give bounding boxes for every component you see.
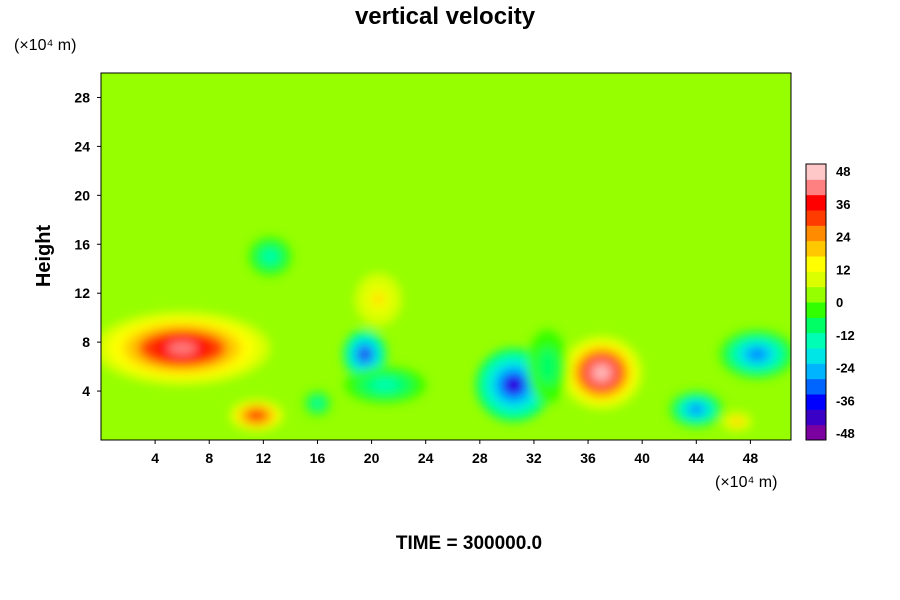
feature-11-level-5 [315, 401, 320, 406]
x-tick-label: 36 [580, 450, 596, 466]
chart-title: vertical velocity [355, 3, 536, 30]
colorbar-segment [806, 302, 826, 318]
colorbar-label: 24 [836, 230, 851, 245]
colorbar: 48 36 24 12 0 -12 -24 -36 -48 [805, 163, 856, 441]
x-tick-label: 8 [205, 450, 213, 466]
field-feature-11 [303, 391, 331, 416]
field-feature-0 [101, 311, 271, 385]
plot-frame [100, 72, 792, 441]
colorbar-segment [806, 409, 826, 426]
feature-10-level-5 [266, 253, 274, 260]
field-feature-12 [527, 329, 568, 404]
x-tick-label: 40 [634, 450, 650, 466]
velocity-field [101, 236, 791, 433]
colorbar-segment [806, 424, 826, 441]
x-tick-label: 28 [472, 450, 488, 466]
x-tick-label: 48 [743, 450, 759, 466]
colorbar-segment [806, 194, 826, 211]
y-tick-label: 8 [82, 334, 90, 350]
colorbar-segment [806, 179, 826, 196]
colorbar-frame [805, 163, 827, 441]
y-tick-label: 20 [74, 187, 90, 203]
x-tick-label: 16 [310, 450, 326, 466]
feature-4-level-5 [507, 378, 520, 392]
feature-12-level-5 [544, 360, 551, 373]
colorbar-segment [806, 378, 826, 395]
y-tick-label: 16 [74, 236, 90, 252]
colorbar-segment [806, 317, 826, 334]
feature-2-level-5 [361, 350, 369, 359]
field-feature-8 [719, 410, 755, 433]
x-tick-label: 24 [418, 450, 434, 466]
feature-7-level-5 [750, 350, 764, 359]
colorbar-label: 48 [836, 164, 850, 179]
colorbar-segment [806, 286, 826, 303]
y-tick-label: 12 [74, 285, 90, 301]
feature-8-level-5 [733, 419, 740, 424]
y-ticks: 4 8 12 16 20 24 28 [74, 89, 101, 399]
field-feature-3 [344, 366, 426, 404]
field-feature-6 [669, 391, 724, 428]
field-feature-10 [248, 236, 292, 277]
colorbar-label: 12 [836, 262, 850, 277]
field-feature-5 [561, 336, 643, 410]
colorbar-label: -12 [836, 328, 855, 343]
colorbar-segment [806, 240, 826, 257]
colorbar-segment [806, 210, 826, 226]
field-feature-2 [343, 329, 387, 379]
x-tick-label: 32 [526, 450, 542, 466]
colorbar-segment [806, 363, 826, 380]
feature-0-level-5 [167, 342, 197, 355]
colorbar-label: -36 [836, 393, 855, 408]
colorbar-label: 36 [836, 197, 850, 212]
x-tick-label: 20 [364, 450, 380, 466]
feature-3-level-5 [378, 381, 392, 389]
y-unit-label: (×10⁴ m) [14, 37, 76, 54]
colorbar-segment [806, 225, 826, 242]
colorbar-segment [806, 256, 826, 272]
colorbar-segment [806, 394, 826, 410]
field-feature-7 [719, 329, 791, 379]
feature-6-level-5 [691, 406, 701, 413]
colorbar-label: 0 [836, 295, 843, 310]
time-label: TIME = 300000.0 [396, 533, 542, 554]
plot-background [101, 73, 791, 440]
x-ticks: 4 8 12 16 20 24 28 32 36 40 44 48 [151, 440, 758, 466]
colorbar-segment [806, 348, 826, 364]
feature-5-level-5 [594, 366, 609, 379]
y-tick-label: 4 [82, 383, 90, 399]
x-tick-label: 12 [256, 450, 272, 466]
colorbar-label: -48 [836, 426, 855, 441]
x-tick-label: 4 [151, 450, 159, 466]
y-tick-label: 28 [74, 89, 90, 105]
feature-1-level-5 [252, 412, 262, 419]
plot-area [101, 73, 791, 440]
colorbar-segment [806, 332, 826, 349]
field-feature-9 [351, 268, 406, 330]
x-unit-label: (×10⁴ m) [715, 474, 777, 491]
y-tick-label: 24 [74, 138, 90, 154]
colorbar-segment [806, 164, 826, 180]
colorbar-label: -24 [836, 361, 856, 376]
field-feature-1 [229, 399, 284, 432]
y-axis-label: Height [33, 225, 55, 288]
colorbar-segment [806, 271, 826, 288]
x-tick-label: 44 [689, 450, 705, 466]
feature-9-level-5 [373, 294, 383, 305]
